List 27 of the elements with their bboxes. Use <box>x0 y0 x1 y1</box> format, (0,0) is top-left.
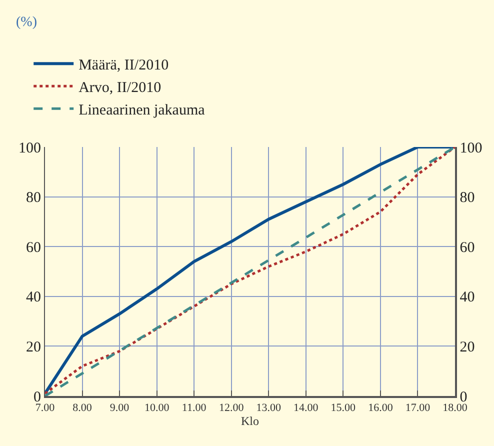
legend-label: Määrä, II/2010 <box>78 58 169 74</box>
legend-label: Lineaarinen jakauma <box>78 102 206 118</box>
y2-tick-label: 40 <box>460 290 475 306</box>
text: (%) <box>16 15 38 30</box>
y-tick-label: 40 <box>26 290 41 306</box>
x-tick-label: 16.00 <box>368 402 394 414</box>
y2-tick-label: 80 <box>460 190 475 206</box>
legend-label: Arvo, II/2010 <box>78 80 162 96</box>
x-tick-label: 8.00 <box>72 402 92 414</box>
y-tick-label: 100 <box>18 140 41 156</box>
x-tick-label: 14.00 <box>294 402 319 414</box>
x-tick-label: 7.00 <box>35 402 56 414</box>
x-axis-title: Klo <box>241 414 259 428</box>
y-tick-label: 20 <box>26 339 41 356</box>
y2-tick-label: 20 <box>460 339 475 356</box>
x-tick-label: 12.00 <box>218 402 244 414</box>
x-tick-label: 15.00 <box>330 402 356 414</box>
x-tick-label: 13.00 <box>256 402 282 414</box>
y-tick-label: 60 <box>26 240 41 256</box>
x-tick-label: 17.00 <box>405 402 431 414</box>
y2-tick-label: 60 <box>460 240 475 256</box>
x-tick-label: 11.00 <box>182 402 207 414</box>
x-tick-label: 9.00 <box>110 402 130 414</box>
y-tick-label: 80 <box>26 190 41 206</box>
x-tick-label: 18.00 <box>442 402 468 414</box>
y2-tick-label: 100 <box>460 140 482 156</box>
x-tick-label: 10.00 <box>144 402 170 414</box>
